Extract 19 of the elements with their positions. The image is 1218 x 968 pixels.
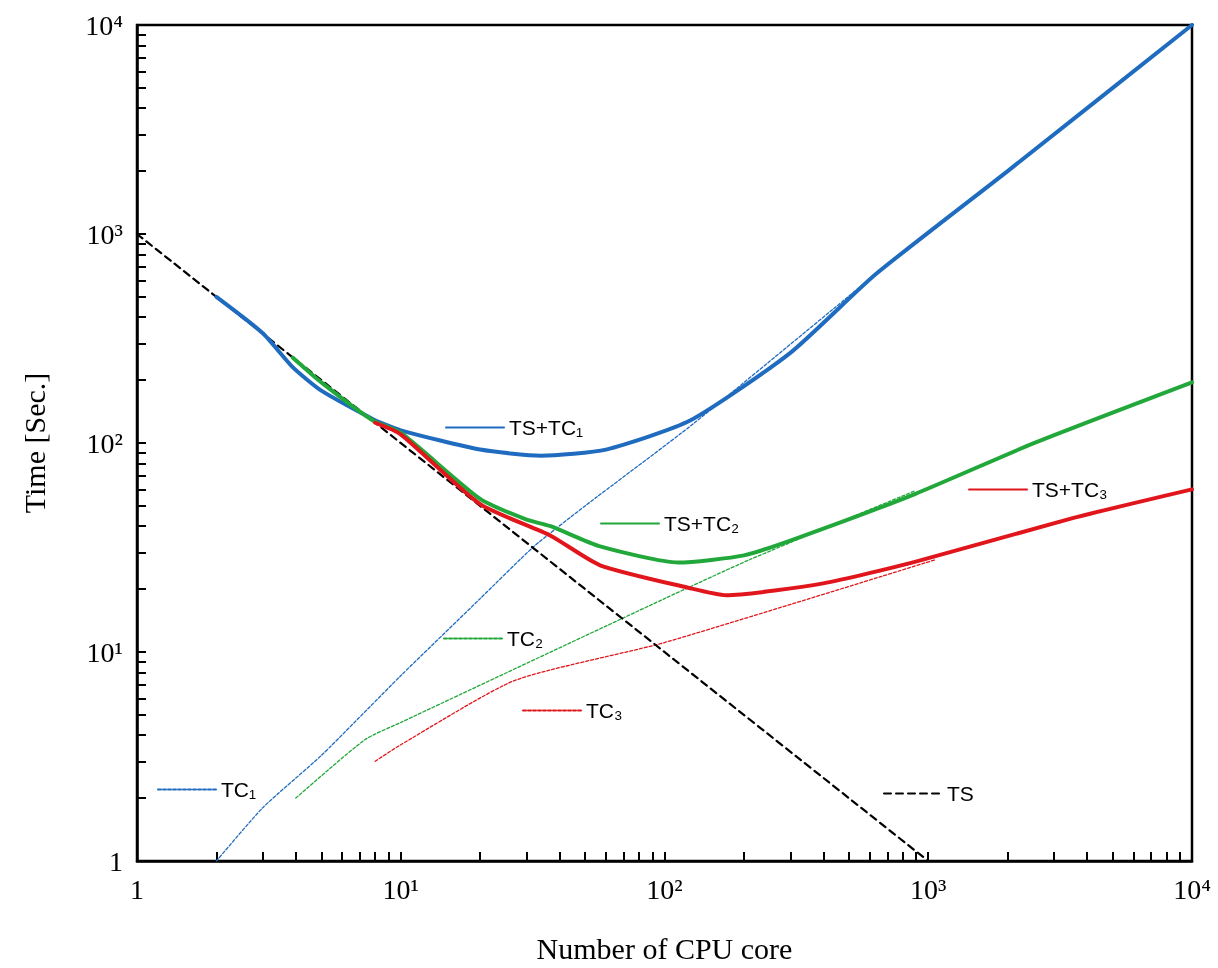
x-tick-label: 10³ bbox=[910, 873, 947, 905]
y-tick-label: 10¹ bbox=[86, 636, 123, 668]
y-tick-label: 1 bbox=[109, 845, 123, 877]
y-tick-label: 10² bbox=[86, 427, 123, 459]
x-tick-label: 10¹ bbox=[382, 873, 419, 905]
legend-label: TC₃ bbox=[586, 699, 623, 722]
y-tick-label: 10³ bbox=[86, 218, 123, 250]
x-tick-label: 10² bbox=[646, 873, 683, 905]
y-tick-label: 10⁴ bbox=[85, 9, 123, 41]
x-axis-title: Number of CPU core bbox=[536, 931, 793, 965]
y-axis-title: Time [Sec.] bbox=[17, 372, 51, 514]
legend-label: TC₂ bbox=[507, 627, 544, 650]
legend-label: TC₁ bbox=[221, 778, 257, 801]
legend-label: TS+TC₃ bbox=[1032, 478, 1108, 501]
legend-label: TS+TC₂ bbox=[664, 512, 740, 535]
x-tick-label: 1 bbox=[130, 873, 144, 905]
legend-label: TS bbox=[947, 782, 974, 805]
legend-label: TS+TC₁ bbox=[509, 416, 584, 439]
x-tick-label: 10⁴ bbox=[1173, 873, 1211, 905]
